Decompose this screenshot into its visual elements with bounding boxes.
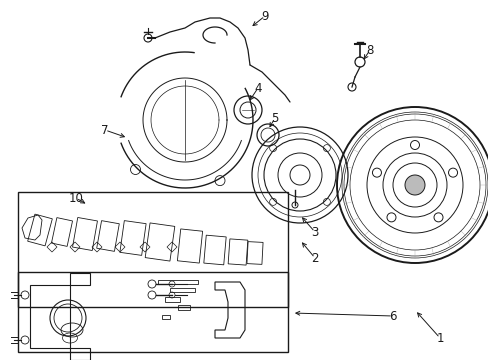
Bar — [28, 214, 52, 246]
Bar — [18, 192, 287, 307]
Bar — [97, 221, 119, 251]
Text: 4: 4 — [254, 81, 261, 95]
Bar — [178, 305, 190, 310]
Text: 7: 7 — [101, 123, 108, 136]
Bar — [170, 288, 195, 292]
Bar — [228, 239, 247, 265]
Bar — [18, 272, 287, 352]
Text: 5: 5 — [271, 112, 278, 125]
Bar — [246, 242, 263, 264]
Bar — [162, 315, 170, 319]
Circle shape — [404, 175, 424, 195]
Bar — [158, 280, 198, 284]
Text: 2: 2 — [311, 252, 318, 265]
Text: 6: 6 — [388, 310, 396, 323]
Bar — [164, 297, 180, 302]
Text: 10: 10 — [68, 192, 83, 204]
Bar — [72, 217, 97, 251]
Bar — [145, 223, 174, 261]
Text: 8: 8 — [366, 44, 373, 57]
Text: 9: 9 — [261, 9, 268, 23]
Bar — [177, 229, 202, 263]
Text: 1: 1 — [435, 332, 443, 345]
Bar — [203, 235, 226, 265]
Text: 3: 3 — [311, 225, 318, 239]
Bar — [51, 218, 72, 246]
Bar — [120, 221, 146, 255]
